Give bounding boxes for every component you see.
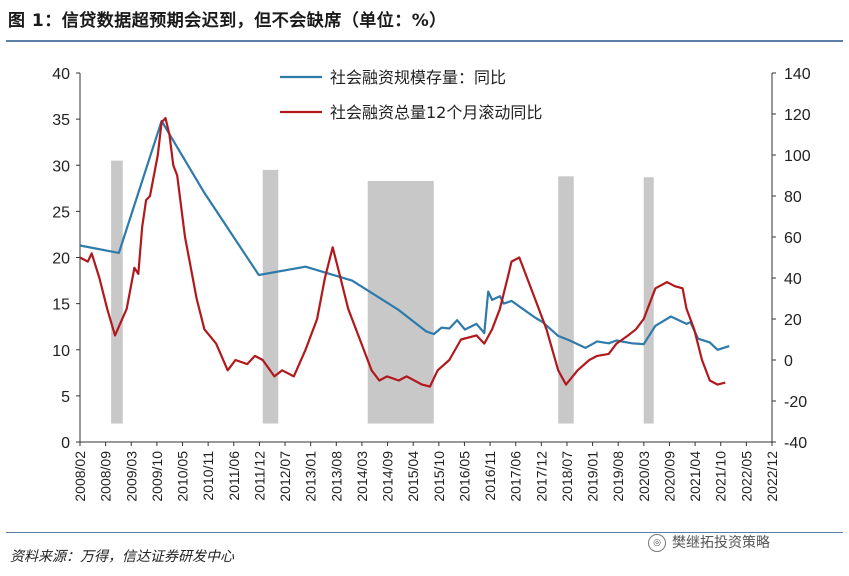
series-line-flow	[79, 117, 726, 388]
x-axis-tick-label: 2018/07	[559, 451, 575, 502]
right-axis-tick-label: 100	[784, 148, 811, 165]
right-axis-tick-label: 140	[784, 66, 811, 83]
x-axis-tick-label: 2015/04	[405, 451, 421, 502]
chart-title: 图 1：信贷数据超预期会迟到，但不会缺席（单位：%）	[8, 11, 447, 31]
right-axis-tick-label: -20	[784, 394, 807, 411]
right-axis-tick-label: 120	[784, 107, 811, 124]
shaded-period	[111, 160, 123, 424]
right-axis-tick-label: 40	[784, 271, 802, 288]
x-axis-tick-label: 2008/02	[72, 451, 88, 502]
x-axis-tick-label: 2010/11	[200, 451, 216, 501]
x-axis-tick-label: 2015/10	[431, 451, 447, 502]
x-axis-tick-label: 2009/10	[149, 451, 165, 502]
x-axis-tick-label: 2010/05	[175, 451, 191, 502]
title-rule	[6, 40, 843, 42]
shaded-period	[367, 180, 434, 424]
left-axis-tick-label: 35	[52, 112, 70, 129]
left-axis-tick-label: 25	[52, 204, 70, 221]
x-axis-tick-label: 2008/09	[98, 451, 114, 502]
x-axis-tick-label: 2017/12	[533, 451, 549, 502]
left-axis-tick-label: 10	[52, 343, 70, 360]
series-line-stock	[79, 119, 730, 351]
x-axis-tick-label: 2012/07	[277, 451, 293, 502]
legend-label: 社会融资规模存量：同比	[330, 68, 506, 87]
x-axis-tick-label: 2016/05	[456, 451, 472, 502]
legend-label: 社会融资总量12个月滚动同比	[330, 103, 542, 122]
watermark-text: 樊继拓投资策略	[672, 535, 770, 551]
left-axis-tick-label: 15	[52, 297, 70, 314]
wechat-icon: ◎	[648, 534, 666, 552]
x-axis-tick-label: 2020/03	[636, 451, 652, 502]
left-axis-tick-label: 20	[52, 251, 70, 268]
right-axis-tick-label: 0	[784, 353, 793, 370]
x-axis-tick-label: 2011/12	[251, 451, 267, 501]
shaded-period	[558, 176, 574, 424]
left-axis-tick-label: 30	[52, 158, 70, 175]
left-axis-tick-label: 0	[61, 435, 70, 452]
x-axis-tick-label: 2019/01	[585, 451, 601, 502]
left-axis-tick-label: 40	[52, 66, 70, 83]
shaded-period	[262, 169, 279, 424]
watermark: ◎ 樊继拓投资策略	[648, 532, 770, 552]
left-axis-tick-label: 5	[61, 389, 70, 406]
right-axis-tick-label: -40	[784, 435, 807, 452]
x-axis-tick-label: 2019/08	[610, 451, 626, 502]
right-axis-tick-label: 20	[784, 312, 802, 329]
x-axis-tick-label: 2017/06	[508, 451, 524, 502]
source-note: 资料来源：万得，信达证券研发中心	[10, 549, 234, 565]
x-axis-tick-label: 2022/12	[764, 451, 780, 502]
x-axis-tick-label: 2011/06	[226, 451, 242, 501]
shaded-period	[643, 177, 654, 424]
x-axis-tick-label: 2020/09	[661, 451, 677, 502]
x-axis-tick-label: 2021/10	[713, 451, 729, 502]
footer-rule	[6, 532, 843, 533]
x-axis-tick-label: 2013/08	[328, 451, 344, 502]
x-axis-tick-label: 2013/01	[303, 451, 319, 502]
right-axis-tick-label: 80	[784, 189, 802, 206]
x-axis-tick-label: 2014/09	[380, 451, 396, 502]
x-axis-tick-label: 2021/04	[687, 451, 703, 502]
x-axis-tick-label: 2016/11	[482, 451, 498, 501]
x-axis-tick-label: 2009/03	[123, 451, 139, 502]
x-axis-tick-label: 2022/05	[738, 451, 754, 502]
right-axis-tick-label: 60	[784, 230, 802, 247]
x-axis-tick-label: 2014/03	[354, 451, 370, 502]
